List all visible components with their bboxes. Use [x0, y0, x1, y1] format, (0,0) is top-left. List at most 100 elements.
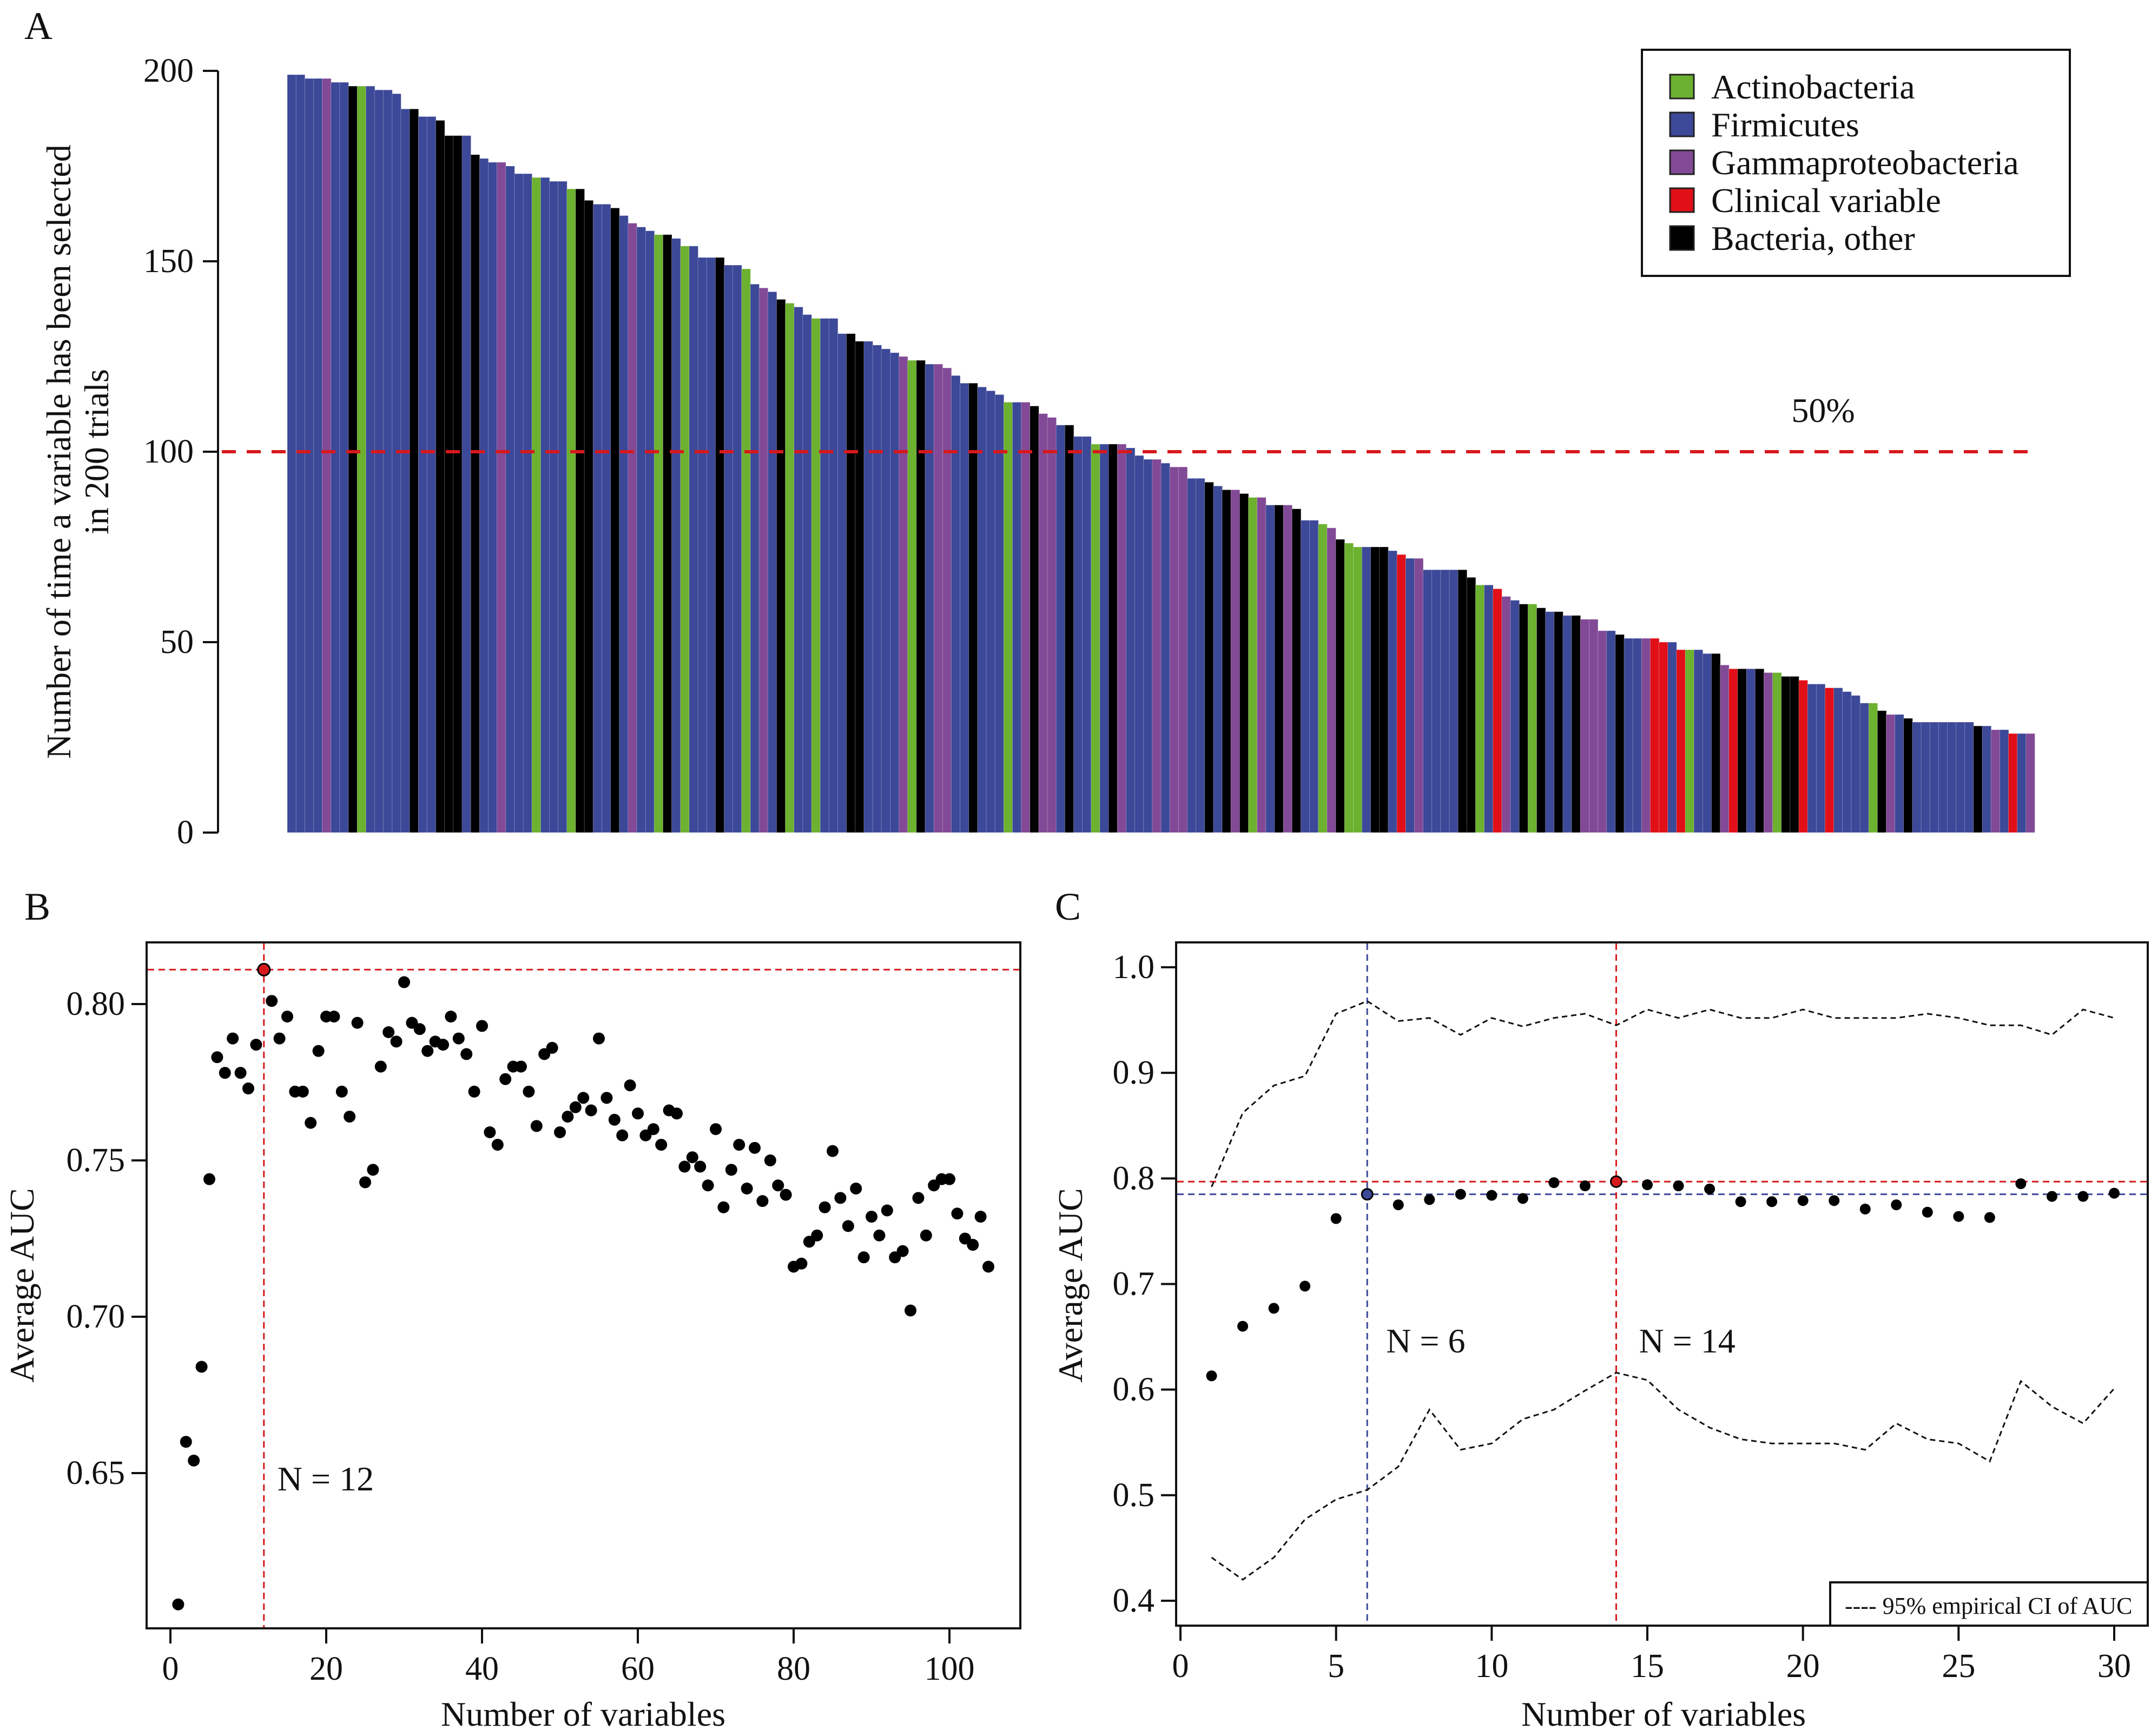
panel-b-point: [227, 1032, 239, 1045]
panel-c-letter: C: [1055, 885, 1081, 928]
panel-a-letter: A: [24, 4, 52, 48]
panel-a-y-tick-label: 150: [143, 243, 194, 280]
panel-a-bar: [724, 265, 734, 833]
panel-a-bar: [1484, 585, 1494, 833]
panel-c-legend-frame: [1829, 1581, 2149, 1627]
panel-a-bar: [1117, 444, 1127, 833]
panel-a-bar: [1143, 459, 1153, 833]
panel-b-point: [484, 1126, 496, 1138]
panel-a-bar: [400, 108, 410, 833]
panel-b-point: [694, 1160, 707, 1173]
panel-a-y-axis-title-line-1: Number of time a variable has been selec…: [39, 144, 78, 759]
panel-b-annotation-n12: N = 12: [278, 1460, 374, 1498]
legend-swatch-firmicutes: [1669, 111, 1695, 137]
panel-a-y-tick-label: 0: [177, 814, 194, 851]
panel-a-bar: [549, 181, 559, 833]
panel-a-bar: [365, 85, 375, 833]
legend-swatch-bacteria-other: [1669, 225, 1695, 251]
panel-a-bar: [453, 135, 463, 833]
panel-b-point: [390, 1035, 403, 1048]
panel-a-bar: [706, 257, 716, 833]
panel-b-point: [710, 1123, 722, 1136]
panel-a-bar: [1886, 714, 1896, 833]
panel-b-point: [344, 1111, 356, 1123]
panel-a-bar: [1554, 611, 1563, 833]
c-x-tick-label: 10: [1475, 1648, 1508, 1685]
panel-a-bar: [1344, 543, 1354, 833]
panel-b-point: [413, 1023, 426, 1035]
panel-a-bar: [505, 166, 515, 833]
panel-c-point: [1891, 1199, 1902, 1211]
panel-a-bar: [654, 234, 664, 833]
b-y-tick-label: 0.65: [67, 1455, 126, 1491]
panel-a-bar: [295, 74, 306, 833]
panel-b-point: [951, 1207, 964, 1220]
panel-b-point: [234, 1067, 247, 1079]
panel-a-bar: [628, 223, 637, 833]
panel-a-bar: [977, 386, 987, 833]
panel-a-bar: [794, 307, 803, 833]
panel-a-bar: [1318, 524, 1328, 833]
panel-c-legend: ---- 95% empirical CI of AUC: [1829, 1581, 2149, 1627]
panel-c-point: [2046, 1191, 2057, 1202]
panel-a-bar: [1388, 550, 1397, 833]
panel-b-point: [296, 1085, 309, 1098]
panel-a-legend: ActinobacteriaFirmicutesGammaproteobacte…: [1641, 49, 2071, 277]
panel-a-bar: [1763, 672, 1773, 833]
c-x-tick-label: 15: [1631, 1648, 1664, 1685]
panel-b-point: [601, 1092, 613, 1104]
c-y-tick-label: 0.5: [1113, 1477, 1155, 1514]
panel-b-point: [468, 1085, 480, 1098]
panel-b-point: [725, 1164, 737, 1176]
panel-a-bar: [1790, 676, 1799, 833]
panel-a-bar: [1030, 406, 1039, 833]
panel-b-point: [546, 1041, 558, 1054]
panel-b-point: [873, 1229, 886, 1242]
panel-a-bar: [1274, 505, 1284, 833]
b-y-tick-label: 0.80: [67, 986, 126, 1022]
panel-a-bar: [1248, 497, 1258, 833]
panel-a-bar: [427, 116, 437, 833]
panel-c-point: [2077, 1191, 2089, 1202]
panel-a-bar: [1125, 447, 1136, 833]
panel-b-point: [172, 1598, 184, 1610]
c-y-tick-label: 0.7: [1113, 1266, 1155, 1303]
panel-a-bar: [925, 364, 934, 833]
panel-b-point: [437, 1039, 449, 1051]
panel-a-bar: [663, 234, 672, 833]
panel-a-bar: [1982, 725, 1992, 833]
panel-a-bar: [1737, 668, 1747, 833]
panel-a-bar: [1781, 676, 1791, 833]
panel-a-bar: [828, 318, 839, 833]
b-x-tick-label: 60: [621, 1651, 655, 1687]
panel-a-bar: [1624, 638, 1633, 833]
legend-label: Bacteria, other: [1711, 219, 1915, 258]
panel-a-bar: [2025, 733, 2035, 833]
panel-a-bar: [907, 360, 917, 833]
panel-a-bar: [689, 246, 698, 833]
panel-b-point: [367, 1164, 379, 1176]
panel-a-bar: [1493, 589, 1502, 833]
panel-a-bar: [1038, 413, 1048, 833]
panel-b-point: [967, 1239, 979, 1251]
panel-b-point: [515, 1060, 527, 1073]
panel-c-point: [1704, 1183, 1715, 1194]
panel-b-point: [671, 1107, 683, 1120]
panel-b-point: [905, 1304, 916, 1317]
panel-b-point: [912, 1192, 925, 1204]
panel-b-point: [795, 1257, 808, 1270]
c-x-tick-label: 20: [1786, 1648, 1820, 1685]
panel-a-bar: [584, 200, 594, 833]
panel-c-highlight-point: [1609, 1175, 1622, 1188]
b-y-tick-label: 0.75: [67, 1142, 126, 1179]
panel-a-bar: [1196, 478, 1205, 833]
panel-a-bar: [523, 173, 532, 833]
panel-a-bar: [1213, 485, 1223, 833]
panel-a-bar: [1895, 714, 1904, 833]
panel-a-bar: [863, 341, 873, 833]
panel-a-bar: [1352, 546, 1363, 833]
panel-a-bar: [680, 246, 690, 833]
panel-b-axes: 0 20 40 60 80 100 0.65 0.70 0.75 0.80: [67, 986, 975, 1687]
panel-a-bar: [383, 89, 393, 833]
panel-c-ci-upper-line: [1211, 1000, 2115, 1187]
